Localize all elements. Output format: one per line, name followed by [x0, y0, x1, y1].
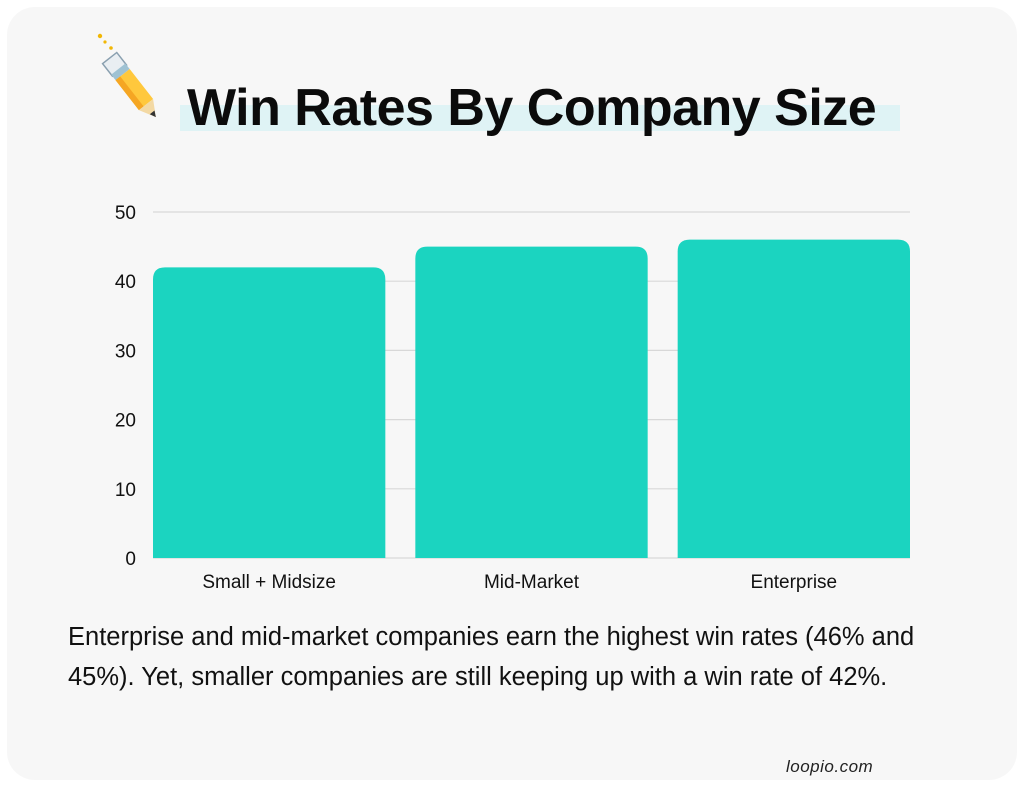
y-tick-label: 0 — [125, 549, 136, 570]
y-axis-ticks: 0 10 20 30 40 50 — [115, 203, 136, 570]
y-tick-label: 40 — [115, 272, 136, 293]
y-tick-label: 30 — [115, 341, 136, 362]
bar-chart: 0 10 20 30 40 50 Small + Midsize Mid-Market Ent… — [115, 203, 910, 593]
title-area: Win Rates By Company Size — [0, 0, 1024, 160]
x-tick-label: Enterprise — [751, 572, 838, 593]
x-tick-label: Mid-Market — [484, 572, 580, 593]
source-credit: loopio.com — [786, 757, 874, 776]
y-tick-label: 10 — [115, 480, 136, 501]
pencil-icon — [97, 33, 156, 118]
chart-caption: Enterprise and mid-market companies earn… — [68, 623, 915, 691]
bar — [153, 267, 386, 558]
bar — [677, 239, 910, 558]
bars — [153, 239, 910, 558]
y-tick-label: 20 — [115, 411, 136, 432]
x-tick-label: Small + Midsize — [202, 572, 336, 593]
title-highlight — [180, 105, 900, 131]
x-axis-ticks: Small + Midsize Mid-Market Enterprise — [202, 572, 837, 593]
chart-title: Win Rates By Company Size — [187, 79, 877, 137]
y-tick-label: 50 — [115, 203, 136, 224]
bar — [415, 246, 648, 558]
